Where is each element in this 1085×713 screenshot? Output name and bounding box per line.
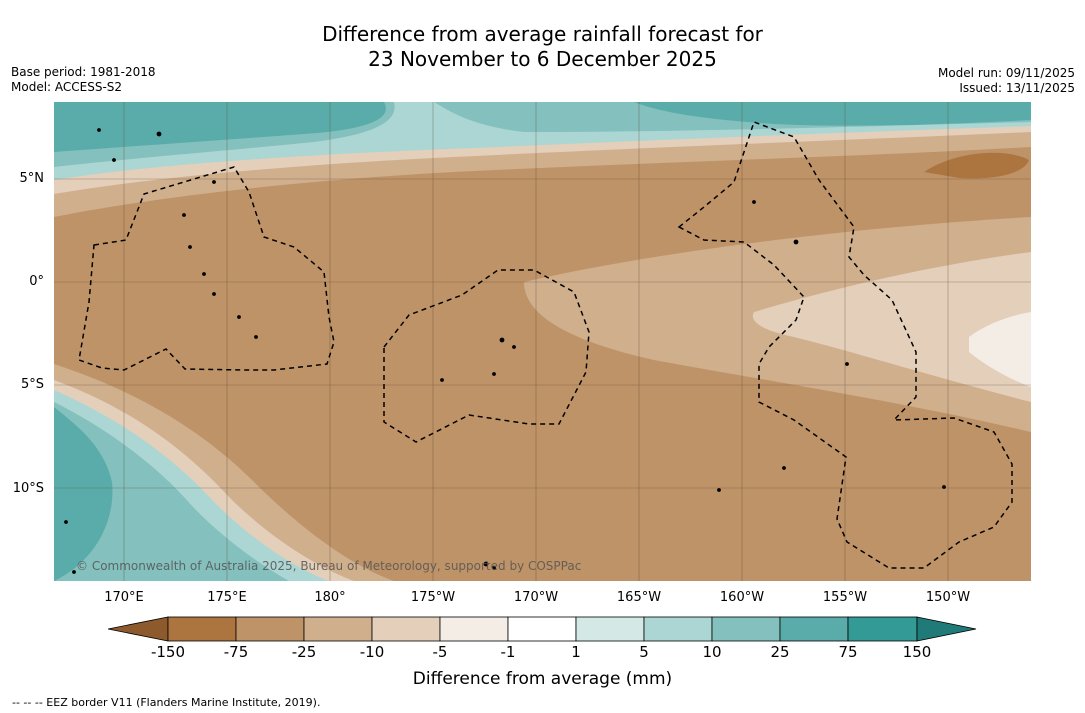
colorbar-seg-2	[235, 616, 305, 642]
lon-label-155w: 155°W	[822, 590, 868, 605]
colorbar-seg-1	[167, 616, 237, 642]
lon-label-175w: 175°W	[410, 590, 456, 605]
colorbar-tick: -75	[223, 643, 249, 661]
sw-wet-2	[54, 402, 289, 581]
model-name: Model: ACCESS-S2	[11, 80, 123, 94]
colorbar-label: Difference from average (mm)	[412, 669, 673, 689]
colorbar-seg-3	[303, 616, 373, 642]
colorbar	[108, 616, 977, 642]
islands	[64, 128, 946, 574]
eez-legend-note: -- -- -- EEZ border V11 (Flanders Marine…	[12, 696, 321, 709]
colorbar-tick: -10	[359, 643, 385, 661]
lat-label-5n: 5°N	[19, 171, 45, 186]
north-wet-4	[54, 102, 386, 152]
lon-label-170w: 170°W	[513, 590, 559, 605]
lat-label-0: 0°	[29, 274, 44, 289]
title-line-1: Difference from average rainfall forecas…	[322, 22, 763, 46]
map-title: Difference from average rainfall forecas…	[0, 22, 1085, 72]
lat-label-5s: 5°S	[20, 377, 44, 392]
lon-label-160w: 160°W	[719, 590, 765, 605]
colorbar-tick: 1	[571, 643, 581, 661]
lon-label-170e: 170°E	[104, 590, 144, 605]
colorbar-tick: 10	[702, 643, 722, 661]
eez-east-north	[677, 121, 1013, 569]
lon-label-175e: 175°E	[207, 590, 247, 605]
colorbar-seg-6	[507, 616, 577, 642]
eez-borders	[78, 121, 1013, 569]
colorbar-seg-4	[371, 616, 441, 642]
colorbar-tick: -25	[291, 643, 317, 661]
colorbar-tick: -150	[150, 643, 186, 661]
map-canvas	[54, 102, 1031, 581]
colorbar-seg-7	[575, 616, 645, 642]
colorbar-arrow-left	[108, 616, 169, 642]
copyright-notice: © Commonwealth of Australia 2025, Bureau…	[76, 559, 582, 573]
colorbar-arrow-right	[916, 616, 977, 642]
colorbar-tick: 25	[770, 643, 790, 661]
left-metadata: Base period: 1981-2018 Model: ACCESS-S2	[11, 65, 156, 95]
right-metadata: Model run: 09/11/2025 Issued: 13/11/2025	[938, 66, 1075, 96]
sw-wet-3	[54, 407, 113, 581]
colorbar-seg-8	[643, 616, 713, 642]
graticule	[54, 102, 1031, 581]
colorbar-tick: -5	[432, 643, 448, 661]
lon-label-180: 180°	[314, 590, 346, 605]
issued-date: Issued: 13/11/2025	[959, 81, 1075, 95]
colorbar-seg-9	[711, 616, 781, 642]
colorbar-tick: -1	[500, 643, 516, 661]
eez-kiribati-west	[78, 166, 335, 371]
lon-label-150w: 150°W	[925, 590, 971, 605]
east-light-2	[752, 252, 1031, 402]
colorbar-seg-11	[847, 616, 918, 642]
colorbar-tick: 150	[902, 643, 932, 661]
colorbar-tick: 5	[639, 643, 649, 661]
rainfall-map: © Commonwealth of Australia 2025, Bureau…	[54, 102, 1031, 581]
colorbar-seg-5	[439, 616, 509, 642]
model-run: Model run: 09/11/2025	[937, 66, 1075, 80]
base-period: Base period: 1981-2018	[11, 65, 156, 79]
north-dry-patch	[924, 152, 1029, 179]
east-light-3	[969, 312, 1031, 387]
north-wet-5	[634, 102, 1031, 126]
eez-central	[383, 269, 590, 443]
lat-label-10s: 10°S	[12, 481, 44, 496]
lon-label-165w: 165°W	[616, 590, 662, 605]
colorbar-seg-10	[779, 616, 849, 642]
title-line-2: 23 November to 6 December 2025	[368, 47, 717, 71]
colorbar-tick: 75	[838, 643, 858, 661]
